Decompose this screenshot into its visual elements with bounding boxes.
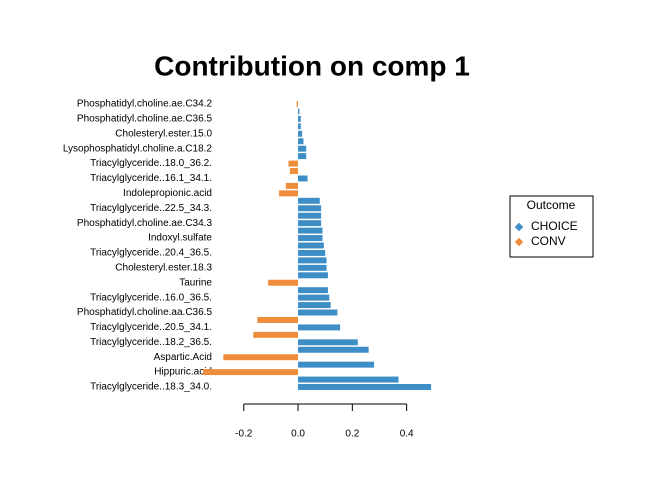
y-tick-label: Triacylglyceride..18.3_34.0. — [90, 382, 212, 393]
bar — [298, 212, 322, 219]
bar — [298, 272, 328, 279]
bar — [257, 316, 299, 323]
bar — [298, 376, 399, 383]
y-tick-label: Triacylglyceride..16.0_36.5. — [90, 292, 212, 303]
bar — [298, 235, 323, 242]
bar — [298, 294, 330, 301]
y-tick-label: Indolepropionic.acid — [123, 188, 212, 199]
bar — [298, 346, 369, 353]
y-tick-label: Triacylglyceride..20.5_34.1. — [90, 322, 212, 333]
bar — [203, 369, 299, 376]
bar — [288, 160, 299, 167]
bar — [298, 339, 358, 346]
bar — [298, 287, 328, 294]
x-tick-label: 0.4 — [400, 429, 414, 440]
y-tick-label: Triacylglyceride..20.4_36.5. — [90, 248, 212, 259]
y-tick-label: Cholesteryl.ester.18.3 — [115, 262, 212, 273]
y-tick-label: Phosphatidyl.choline.aa.C36.5 — [77, 307, 213, 318]
y-tick-label: Lysophosphatidyl.choline.a.C18.2 — [63, 143, 213, 154]
y-tick-label: Triacylglyceride..18.2_36.5. — [90, 337, 212, 348]
bar — [253, 331, 299, 338]
y-tick-label: Triacylglyceride..18.0_36.2. — [90, 158, 212, 169]
legend-label: CONV — [531, 234, 566, 248]
x-tick-label: -0.2 — [235, 429, 253, 440]
bar — [298, 205, 322, 212]
y-tick-label: Cholesteryl.ester.15.0 — [115, 128, 212, 139]
bar — [298, 264, 327, 271]
y-tick-label: Hippuric.acid — [154, 367, 212, 378]
bar — [298, 123, 301, 130]
chart-title: Contribution on comp 1 — [154, 50, 470, 81]
bar — [298, 309, 338, 316]
bar — [298, 249, 326, 256]
legend-box — [509, 195, 594, 258]
bar — [285, 182, 299, 189]
x-tick-label: 0.0 — [291, 429, 305, 440]
bar — [268, 279, 299, 286]
bar — [279, 190, 299, 197]
bar — [298, 242, 324, 249]
bar — [298, 138, 304, 145]
legend-label: CHOICE — [531, 219, 578, 233]
y-tick-label: Phosphatidyl.choline.ae.C36.5 — [77, 114, 213, 125]
legend-title: Outcome — [527, 198, 576, 212]
bar — [298, 175, 308, 182]
y-tick-label: Aspartic.Acid — [154, 352, 212, 363]
bar — [223, 354, 299, 361]
bar — [298, 220, 322, 227]
bar — [289, 168, 299, 175]
y-tick-label: Taurine — [179, 277, 212, 288]
y-tick-label: Indoxyl.sulfate — [148, 233, 212, 244]
y-tick-label: Triacylglyceride..22.5_34.3. — [90, 203, 212, 214]
y-tick-label: Phosphatidyl.choline.ae.C34.3 — [77, 218, 213, 229]
bar — [298, 153, 307, 160]
bar — [298, 384, 432, 390]
bar — [298, 257, 327, 264]
bar — [296, 101, 299, 107]
bar — [298, 227, 323, 234]
bar — [298, 361, 375, 368]
y-tick-label: Phosphatidyl.choline.ae.C34.2 — [77, 99, 213, 110]
x-tick-label: 0.2 — [345, 429, 359, 440]
bar — [298, 324, 341, 331]
bar — [298, 108, 300, 115]
bar — [298, 302, 331, 309]
bar — [298, 145, 307, 152]
bar — [298, 115, 301, 122]
bar — [298, 130, 303, 137]
y-tick-label: Triacylglyceride..16.1_34.1. — [90, 173, 212, 184]
bar — [298, 197, 320, 204]
